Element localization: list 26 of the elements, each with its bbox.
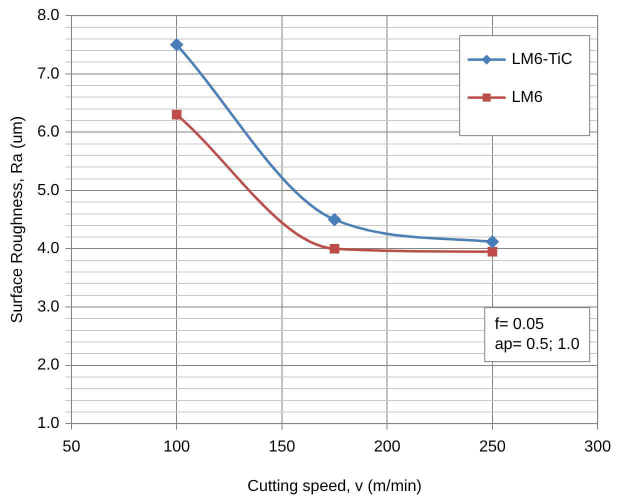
x-tick-label: 50 [62,438,80,456]
y-tick-label: 8.0 [37,7,60,24]
point [486,236,499,248]
point [170,38,183,51]
x-tick-label: 200 [374,438,401,456]
legend-label: LM6-TiC [512,51,572,68]
x-axis-title: Cutting speed, v (m/min) [247,478,422,495]
y-tick-label: 2.0 [37,356,60,374]
point [328,213,341,226]
point [172,110,182,120]
y-tick-label: 6.0 [37,124,60,141]
x-tick-label: 150 [268,438,296,456]
y-tick-label: 5.0 [37,182,60,199]
y-tick-label: 7.0 [37,65,60,82]
annotation: f= 0.05 [494,316,544,334]
y-tick-label: 3.0 [37,298,60,316]
y-axis-title: Surface Roughness, Ra (um) [9,116,26,324]
point [488,246,498,256]
x-tick-label: 300 [584,438,612,456]
x-tick-label: 250 [479,438,506,456]
y-tick-label: 1.0 [37,415,60,432]
point [330,244,340,254]
x-tick-label: 100 [163,438,190,456]
legend-label: LM6 [512,89,543,106]
annotation: ap= 0.5; 1.0 [494,336,580,354]
y-tick-label: 4.0 [37,240,60,258]
